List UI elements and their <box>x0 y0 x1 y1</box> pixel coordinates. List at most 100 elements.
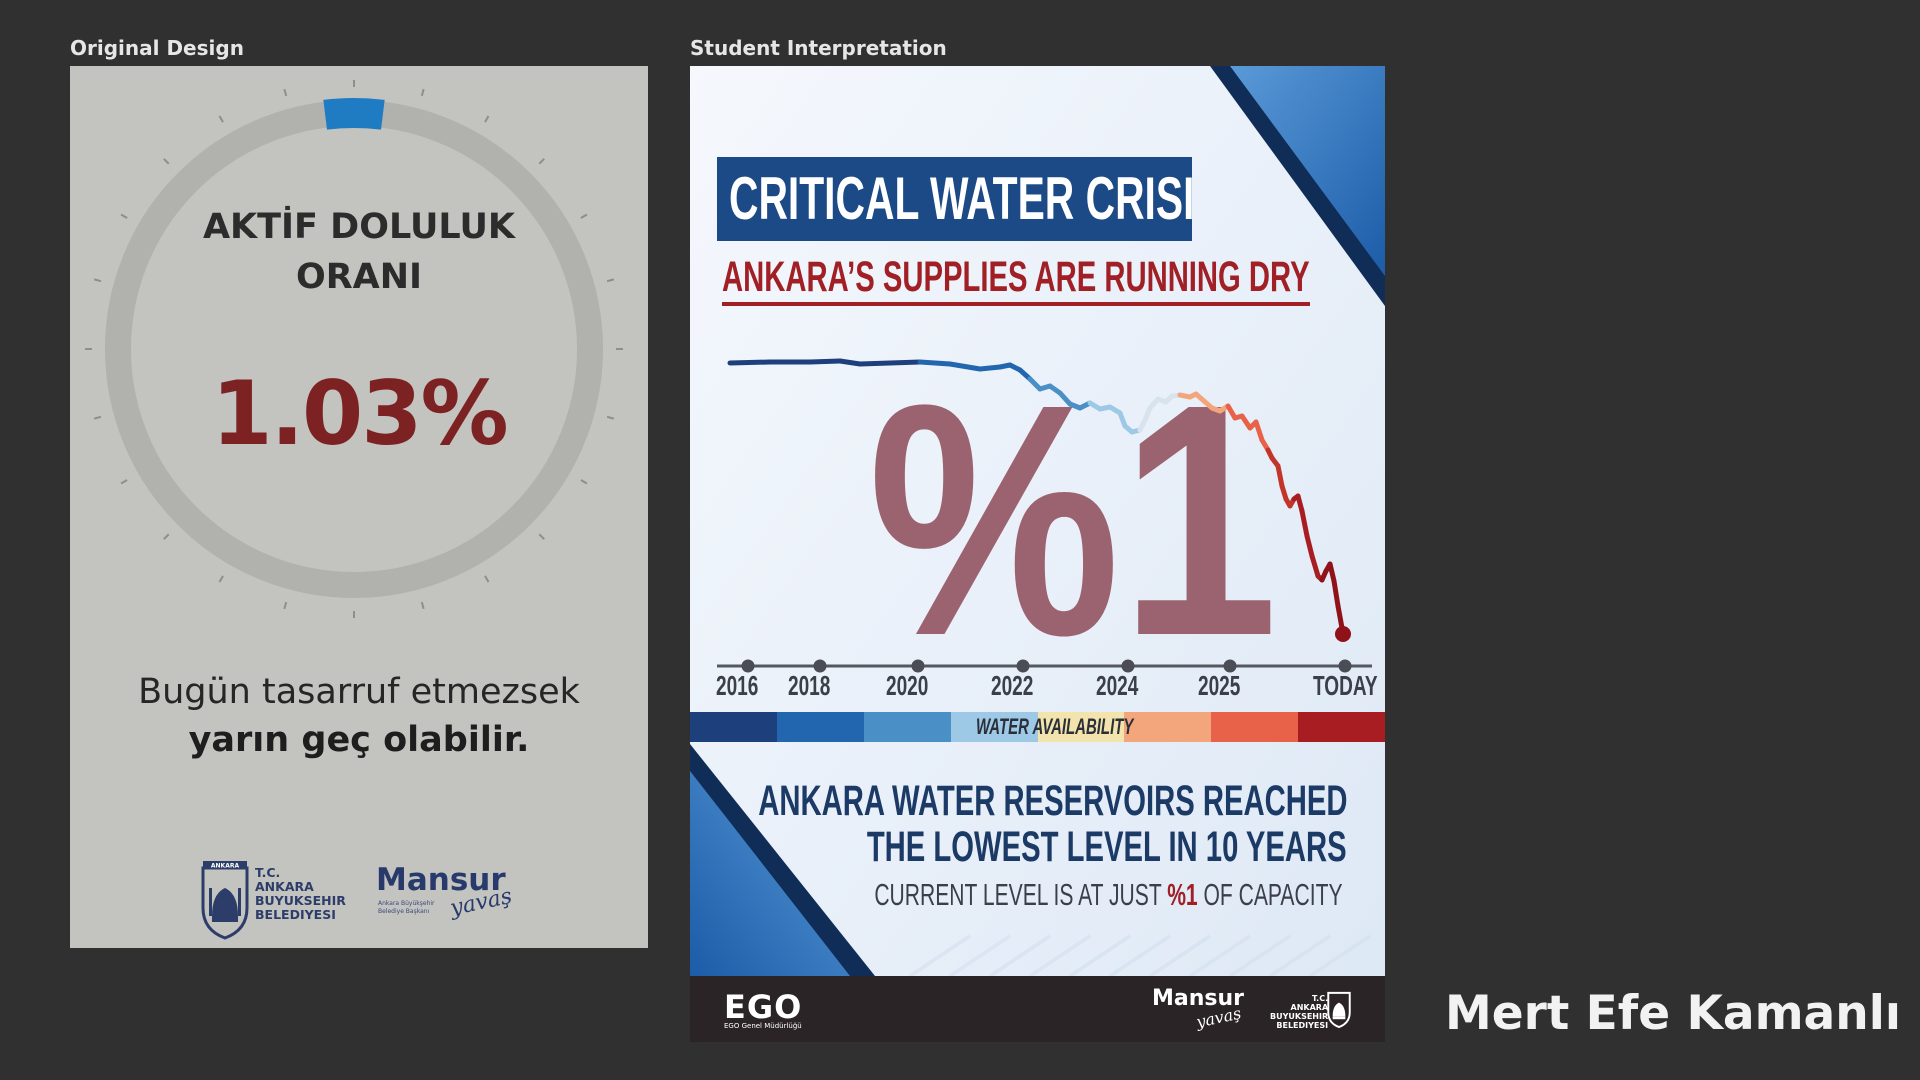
water-level-segment <box>1275 463 1285 489</box>
gauge-tick <box>218 575 224 583</box>
gauge-tick <box>283 88 288 97</box>
corner-top-right <box>1230 66 1385 276</box>
gauge-tick <box>163 533 170 540</box>
message-line2: yarın geç olabilir. <box>188 720 530 760</box>
gauge-tick <box>606 278 615 283</box>
subtitle-underline <box>722 302 1310 306</box>
water-level-segment <box>807 358 843 365</box>
scale-segment <box>1037 712 1126 742</box>
scale-segment <box>1124 712 1213 742</box>
scale-segment <box>776 712 865 742</box>
gauge-tick <box>218 115 224 123</box>
gauge-tick <box>606 415 615 420</box>
decorative-stripes <box>908 934 1372 978</box>
ego-subtitle: EGO Genel Müdürlüğü <box>724 1022 802 1030</box>
timeline-dot <box>1338 659 1352 673</box>
water-level-segment <box>727 359 773 366</box>
scale-segment <box>950 712 1039 742</box>
gauge-tick <box>420 88 425 97</box>
author-name: Mert Efe Kamanlı <box>1445 986 1901 1041</box>
gauge-track <box>105 100 603 598</box>
water-level-line <box>727 358 1345 631</box>
mansur-subtitle: Ankara Büyükşehir Belediye Başkanı <box>378 900 435 915</box>
scale-segment <box>690 712 778 742</box>
footer-ankara-emblem-icon <box>1327 991 1351 1028</box>
timeline-label: 2022 <box>991 670 1034 701</box>
gauge-tick <box>120 479 128 485</box>
gauge-tick <box>484 575 490 583</box>
water-level-segment <box>887 359 923 366</box>
water-level-segment <box>1299 508 1310 539</box>
poster-footer <box>690 976 1385 1042</box>
water-level-segment <box>1331 578 1341 609</box>
water-level-segment <box>1295 493 1305 514</box>
timeline-label: 2024 <box>1096 670 1139 701</box>
scale-segment <box>1211 712 1300 742</box>
timeline-label: TODAY <box>1313 670 1378 701</box>
gauge-tick <box>538 158 545 165</box>
gauge-tick <box>580 479 588 485</box>
mansur-logo: Mansur <box>376 862 506 898</box>
gauge-tick <box>93 415 102 420</box>
fill-gauge <box>85 80 623 618</box>
water-level-segment <box>917 359 953 367</box>
water-level-segment <box>1335 603 1345 631</box>
headline-line2: THE LOWEST LEVEL IN 10 YEARS <box>867 823 1347 871</box>
student-caption: Student Interpretation <box>690 36 947 60</box>
water-level-segment <box>947 361 983 372</box>
poster-title: CRITICAL WATER CRISIS: <box>729 165 1192 232</box>
headline-line1: ANKARA WATER RESERVOIRS REACHED <box>757 777 1347 825</box>
ankara-municipality-text: T.C. ANKARA BUYUKSEHIR BELEDIYESI <box>255 865 346 922</box>
message-line1: Bugün tasarruf etmezsek <box>138 672 580 712</box>
gauge-tick <box>420 601 425 610</box>
current-level-text: CURRENT LEVEL IS AT JUST %1 OF CAPACITY <box>874 877 1343 912</box>
water-level-segment <box>857 360 893 367</box>
water-level-segment <box>1309 553 1321 579</box>
gauge-ticks <box>85 80 623 618</box>
timeline-label: 2018 <box>788 670 831 701</box>
ankara-emblem-icon: ANKARA <box>201 861 249 940</box>
water-level-segment <box>1253 419 1265 443</box>
today-endpoint-marker <box>1335 626 1351 642</box>
water-availability-label: WATER AVAILABILITY <box>976 714 1134 739</box>
gauge-label-line1: AKTİF DOLULUK <box>202 207 516 247</box>
timeline-dot <box>1223 659 1237 673</box>
gauge-tick <box>93 278 102 283</box>
timeline-dot <box>741 659 755 673</box>
svg-text:ANKARA: ANKARA <box>211 863 240 870</box>
timeline-dot <box>1121 659 1135 673</box>
original-caption: Original Design <box>70 36 244 60</box>
water-level-segment <box>837 358 863 367</box>
gauge-tick <box>484 115 490 123</box>
timeline-dot <box>1016 659 1030 673</box>
timeline-label: 2020 <box>886 670 929 701</box>
water-level-segment <box>977 364 1003 372</box>
gauge-tick <box>163 158 170 165</box>
poster-subtitle: ANKARA’S SUPPLIES ARE RUNNING DRY <box>722 253 1310 301</box>
gauge-fill <box>323 98 385 130</box>
scale-segment <box>863 712 952 742</box>
original-poster: AKTİF DOLULUK ORANI 1.03% Bugün tasarruf… <box>70 66 648 948</box>
water-availability-scale <box>690 712 1385 742</box>
gauge-label-line2: ORANI <box>295 257 423 297</box>
gauge-tick <box>538 533 545 540</box>
timeline-label: 2025 <box>1198 670 1241 701</box>
title-banner: CRITICAL WATER CRISIS: <box>717 157 1192 241</box>
timeline-markers <box>741 659 1352 673</box>
gauge-tick <box>283 601 288 610</box>
timeline-dot <box>911 659 925 673</box>
scale-segment <box>1298 712 1385 742</box>
footer-mansur-logo: Mansur <box>1152 986 1245 1011</box>
timeline-dot <box>813 659 827 673</box>
timeline-label: 2016 <box>716 670 759 701</box>
gauge-tick <box>120 213 128 219</box>
gauge-label: AKTİF DOLULUK ORANI <box>70 202 648 302</box>
big-percentage: %1 <box>868 336 1278 705</box>
footer-municipality-text: T.C. ANKARA BUYUKSEHIR BELEDIYESI <box>1270 994 1329 1030</box>
gauge-tick <box>580 213 588 219</box>
fill-percentage: 1.03% <box>211 362 508 465</box>
corner-bottom-left <box>690 771 850 976</box>
water-level-segment <box>1327 561 1337 584</box>
water-level-segment <box>1304 533 1315 559</box>
student-poster: %1 CRITICAL WATER CRISIS: ANKARA’S SUPPL… <box>690 66 1385 1042</box>
